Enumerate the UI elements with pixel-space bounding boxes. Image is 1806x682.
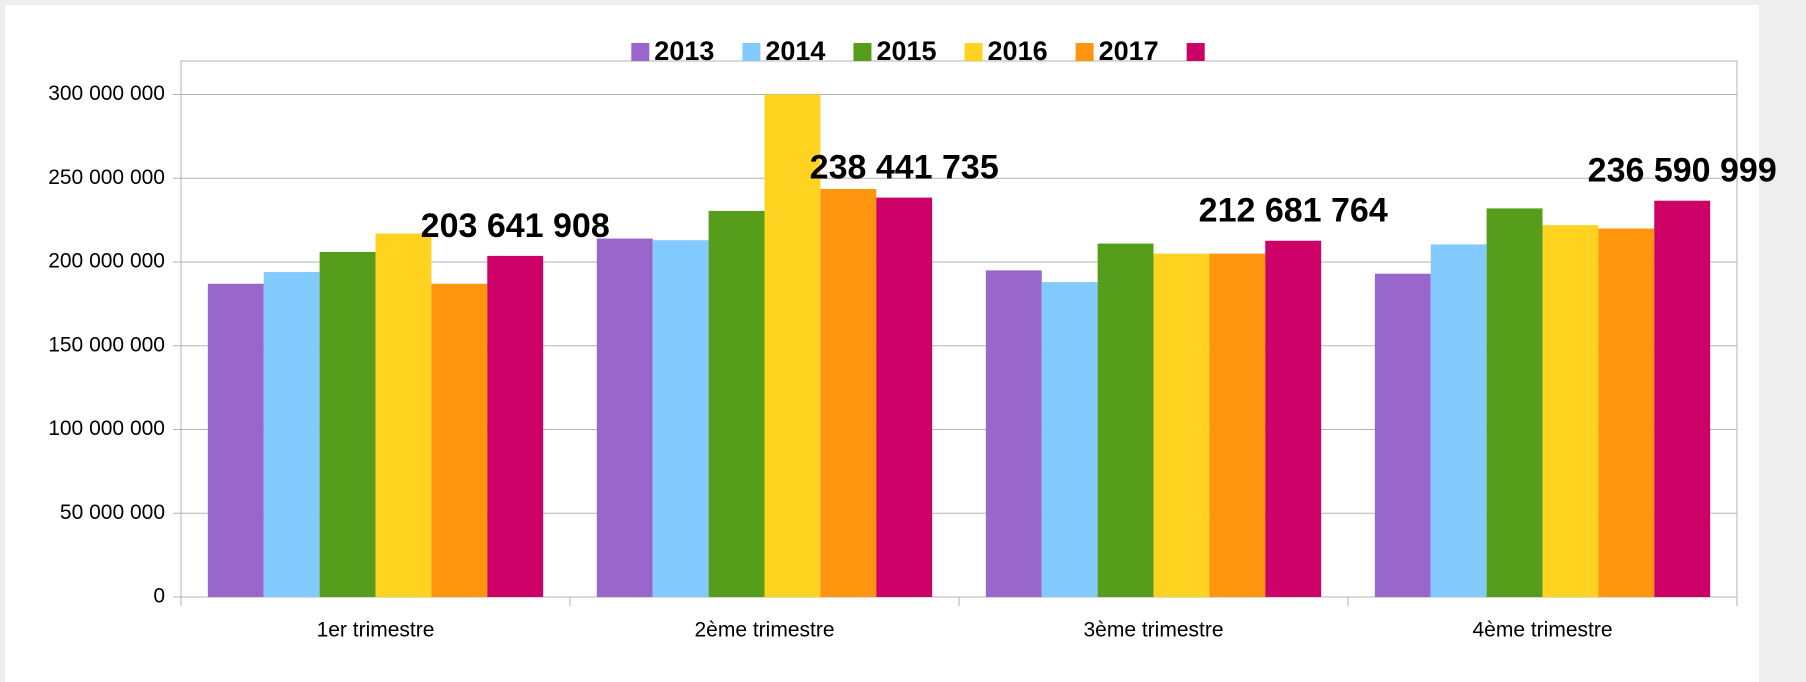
bar (820, 188, 877, 597)
y-tick-label: 100 000 000 (48, 417, 165, 440)
legend-swatch (1186, 43, 1205, 61)
y-tick-label: 50 000 000 (60, 501, 165, 524)
legend-label: 2017 (1099, 36, 1159, 66)
bar (1041, 282, 1098, 597)
x-tick-label: 4ème trimestre (1472, 619, 1612, 642)
legend-swatch (964, 43, 983, 61)
bar (652, 240, 709, 597)
bar (487, 255, 544, 597)
bar (876, 197, 933, 597)
legend-swatch (853, 43, 872, 61)
bar (708, 210, 765, 597)
data-label: 212 681 764 (1199, 192, 1388, 230)
x-tick-label: 1er trimestre (317, 619, 435, 642)
bar (1097, 243, 1154, 597)
data-label: 236 590 999 (1588, 152, 1777, 190)
data-label: 238 441 735 (810, 149, 999, 187)
bar (1654, 200, 1711, 597)
bar (764, 94, 821, 597)
bar (596, 238, 653, 598)
bar (1265, 240, 1322, 597)
bar (1209, 253, 1266, 597)
legend: 2013 2014 2015 2016 2017 (631, 36, 1205, 66)
y-tick-label: 250 000 000 (48, 166, 165, 189)
bar (1430, 244, 1487, 597)
x-tick-label: 3ème trimestre (1083, 619, 1223, 642)
bar (1486, 208, 1543, 597)
legend-label: 2014 (765, 36, 825, 66)
bar (263, 272, 320, 597)
bar (1374, 273, 1431, 597)
data-label: 203 641 908 (421, 207, 610, 245)
y-tick-label: 150 000 000 (48, 333, 165, 356)
legend-label: 2016 (988, 36, 1048, 66)
labels: 0 50 000 000 100 000 000 150 000 000 200 000… (48, 82, 1777, 642)
bars (207, 94, 1711, 598)
legend-label: 2015 (876, 36, 936, 66)
bar (1542, 225, 1599, 597)
bar (1153, 253, 1210, 597)
x-tick-label: 2ème trimestre (694, 619, 834, 642)
legend-swatch (1075, 43, 1094, 61)
bar (985, 270, 1042, 597)
y-tick-label: 300 000 000 (48, 82, 165, 105)
legend-label: 2013 (654, 36, 714, 66)
y-tick-label: 200 000 000 (48, 250, 165, 273)
legend-swatch (742, 43, 761, 61)
bar (375, 233, 432, 597)
bar (319, 251, 376, 597)
bar (431, 283, 488, 597)
y-tick-label: 0 (153, 585, 165, 608)
bar (1598, 228, 1655, 597)
bar (207, 283, 264, 597)
legend-swatch (631, 43, 650, 61)
